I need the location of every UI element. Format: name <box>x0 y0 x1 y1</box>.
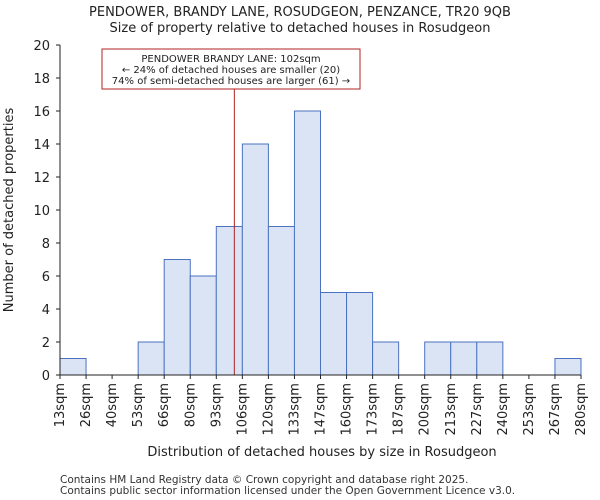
annotation-line-2: ← 24% of detached houses are smaller (20… <box>122 65 340 76</box>
bars-group <box>59 110 582 376</box>
bar-227sqm <box>476 341 504 376</box>
x-tick-label: 26sqm <box>79 383 94 427</box>
x-tick-label: 93sqm <box>209 383 224 427</box>
bar-80sqm <box>189 275 217 376</box>
x-axis-label: Distribution of detached houses by size … <box>147 445 496 460</box>
bar-93sqm <box>215 226 243 376</box>
x-tick-label: 253sqm <box>522 383 537 436</box>
y-tick-label: 18 <box>33 72 50 87</box>
y-axis-label: Number of detached properties <box>2 108 17 313</box>
bar-213sqm <box>450 341 478 376</box>
x-tick-label: 147sqm <box>314 383 329 436</box>
footer-line-1: Contains HM Land Registry data © Crown c… <box>60 474 468 486</box>
annotation-rect <box>101 48 361 90</box>
x-tick-label: 173sqm <box>366 383 381 436</box>
bar-173sqm <box>372 341 400 376</box>
x-tick-label: 200sqm <box>418 383 433 436</box>
y-tick-label: 20 <box>33 39 50 54</box>
x-tick-label: 227sqm <box>470 383 485 436</box>
y-tick-label: 6 <box>42 270 50 285</box>
x-tick-label: 160sqm <box>340 383 355 436</box>
y-tick-label: 16 <box>33 105 50 120</box>
chart-subtitle: Size of property relative to detached ho… <box>110 21 491 36</box>
bar-13sqm <box>59 358 87 376</box>
bar-53sqm <box>137 341 165 376</box>
y-tick-label: 10 <box>33 204 50 219</box>
bar-133sqm <box>293 110 322 376</box>
chart-title: PENDOWER, BRANDY LANE, ROSUDGEON, PENZAN… <box>89 5 511 20</box>
bar-160sqm <box>346 292 374 376</box>
x-tick-label: 13sqm <box>53 383 68 427</box>
x-tick-label: 106sqm <box>235 383 250 436</box>
x-axis: 13sqm 26sqm 40sqm 53sqm 66sqm 80sqm 93sqm 106sq… <box>53 374 589 436</box>
x-tick-label: 187sqm <box>392 383 407 436</box>
y-tick-label: 8 <box>42 237 50 252</box>
bar-147sqm <box>320 292 348 376</box>
y-tick-label: 0 <box>42 369 50 384</box>
x-tick-label: 213sqm <box>444 383 459 436</box>
x-tick-label: 240sqm <box>496 383 511 436</box>
x-tick-label: 267sqm <box>548 383 563 436</box>
x-tick-label: 120sqm <box>261 383 276 436</box>
bar-200sqm <box>424 341 452 376</box>
footer-line-2: Contains public sector information licen… <box>60 485 515 497</box>
bar-66sqm <box>163 259 191 376</box>
x-tick-label: 133sqm <box>287 383 302 436</box>
bar-120sqm <box>267 226 295 376</box>
x-tick-label: 280sqm <box>574 383 589 436</box>
x-tick-label: 53sqm <box>131 383 146 427</box>
y-tick-label: 14 <box>33 138 50 153</box>
annotation-line-1: PENDOWER BRANDY LANE: 102sqm <box>141 54 320 65</box>
y-axis: 0 2 4 6 8 10 12 14 16 18 20 <box>33 39 61 384</box>
x-tick-label: 80sqm <box>183 383 198 427</box>
x-tick-label: 66sqm <box>157 383 172 427</box>
annotation-box: PENDOWER BRANDY LANE: 102sqm ← 24% of de… <box>101 48 361 90</box>
y-tick-label: 2 <box>42 336 50 351</box>
annotation-line-3: 74% of semi-detached houses are larger (… <box>112 76 350 87</box>
bar-267sqm <box>554 358 582 376</box>
x-tick-label: 40sqm <box>105 383 120 427</box>
y-tick-label: 4 <box>42 303 50 318</box>
bar-106sqm <box>241 143 269 376</box>
y-tick-label: 12 <box>33 171 50 186</box>
